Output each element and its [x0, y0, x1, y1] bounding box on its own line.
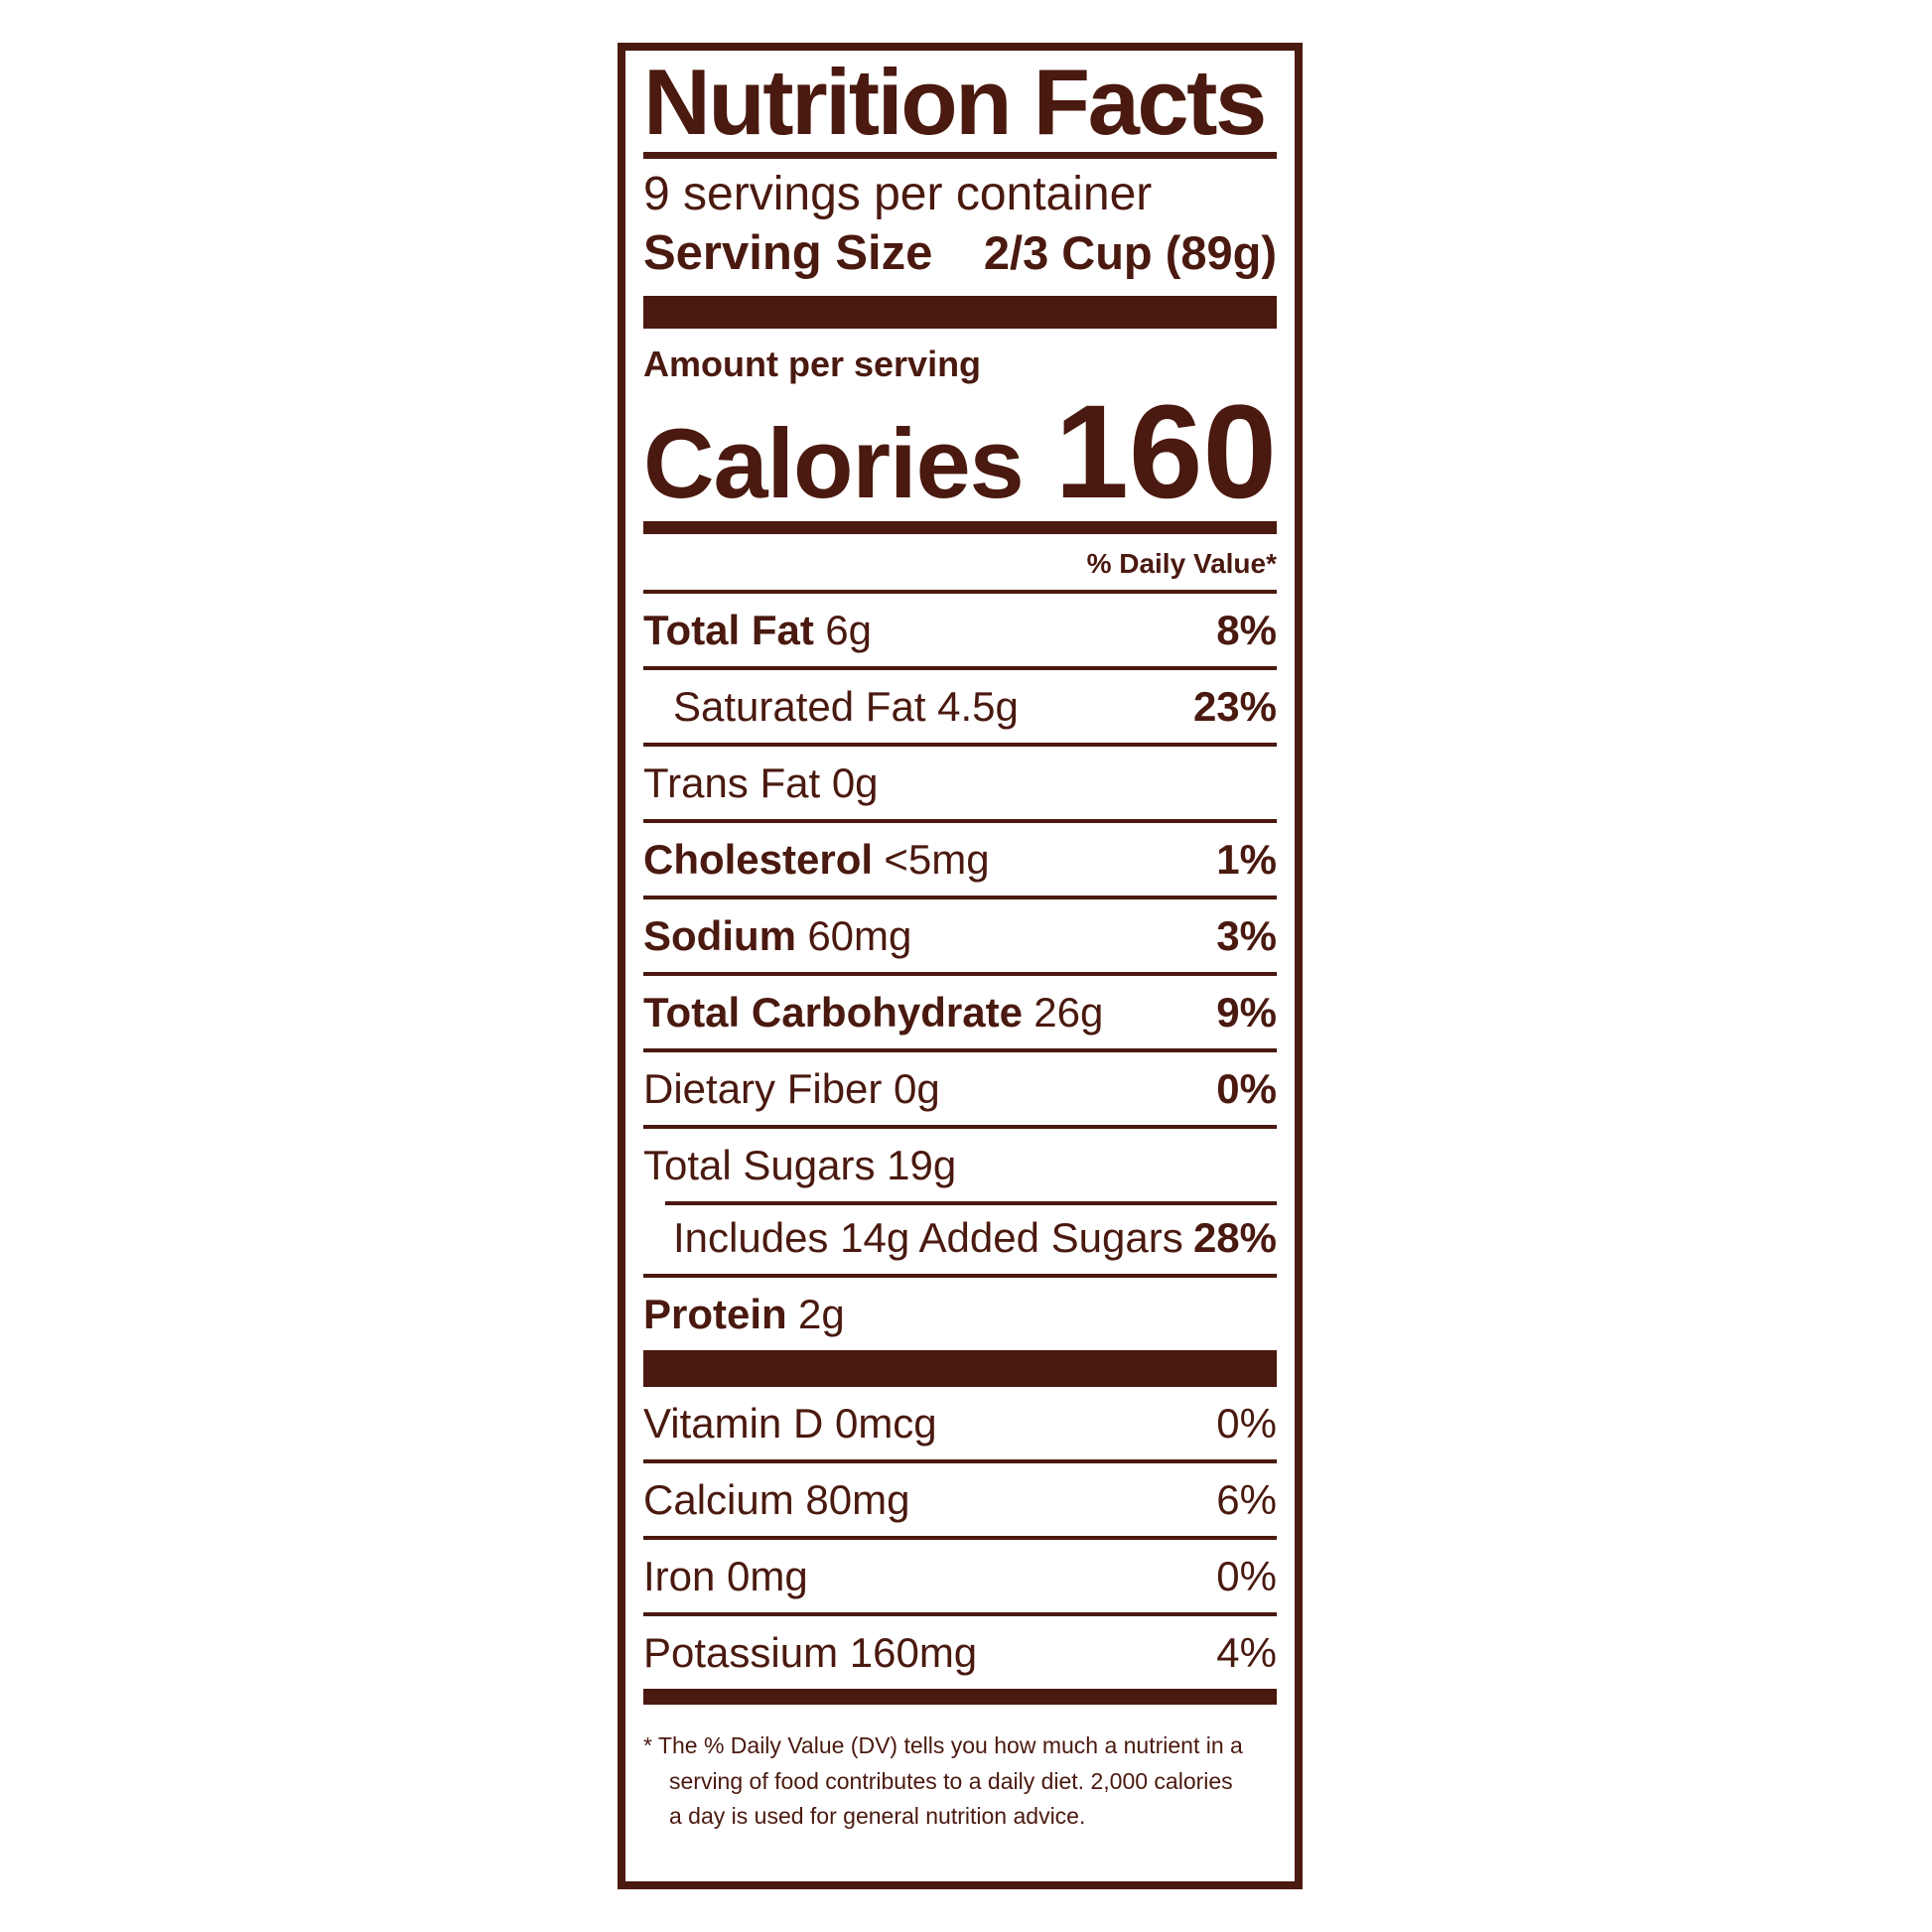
footnote-line: a day is used for general nutrition advi…: [669, 1803, 1086, 1830]
calcium-dv: 6%: [1216, 1476, 1277, 1524]
sodium-dv: 3%: [1216, 912, 1277, 960]
vitamins-separator-bar: [643, 1350, 1277, 1388]
row-saturated-fat: Saturated Fat 4.5g 23%: [643, 666, 1277, 743]
row-added-sugars: Includes 14g Added Sugars 28%: [643, 1201, 1277, 1274]
row-protein: Protein 2g: [643, 1274, 1277, 1350]
footnote-separator-bar: [643, 1689, 1277, 1706]
cholesterol-label: Cholesterol <5mg: [643, 836, 990, 884]
row-total-fat: Total Fat 6g 8%: [643, 590, 1277, 666]
saturated-fat-dv: 23%: [1192, 683, 1277, 731]
dietary-fiber-dv: 0%: [1216, 1065, 1277, 1113]
total-sugars-label: Total Sugars 19g: [643, 1142, 957, 1189]
added-sugars-label: Includes 14g Added Sugars: [673, 1214, 1183, 1262]
thick-separator-bar: [643, 296, 1277, 330]
saturated-fat-label: Saturated Fat 4.5g: [673, 683, 1019, 731]
servings-per-container: 9 servings per container: [643, 167, 1153, 220]
nutrition-facts-label: Nutrition Facts 9 servings per container…: [618, 43, 1303, 1889]
serving-size-row: Serving Size 2/3 Cup (89g): [643, 225, 1277, 281]
row-iron: Iron 0mg 0%: [643, 1536, 1277, 1612]
total-fat-dv: 8%: [1216, 607, 1277, 654]
serving-size-label: Serving Size: [643, 226, 933, 281]
iron-dv: 0%: [1216, 1553, 1277, 1600]
potassium-label: Potassium 160mg: [643, 1629, 978, 1677]
daily-value-header: % Daily Value*: [1086, 548, 1277, 580]
title-divider: [643, 151, 1277, 159]
footnote-line: * The % Daily Value (DV) tells you how m…: [643, 1732, 1243, 1759]
total-carbohydrate-label: Total Carbohydrate 26g: [643, 989, 1104, 1036]
calcium-label: Calcium 80mg: [643, 1476, 910, 1524]
total-fat-label: Total Fat 6g: [643, 607, 872, 654]
row-total-sugars: Total Sugars 19g: [643, 1125, 1277, 1201]
potassium-dv: 4%: [1216, 1629, 1277, 1677]
row-cholesterol: Cholesterol <5mg 1%: [643, 819, 1277, 896]
row-dietary-fiber: Dietary Fiber 0g 0%: [643, 1048, 1277, 1125]
protein-label: Protein 2g: [643, 1291, 845, 1338]
row-potassium: Potassium 160mg 4%: [643, 1612, 1277, 1689]
row-total-carbohydrate: Total Carbohydrate 26g 9%: [643, 972, 1277, 1048]
trans-fat-label: Trans Fat 0g: [643, 759, 879, 807]
total-carbohydrate-dv: 9%: [1216, 989, 1277, 1036]
amount-per-serving: Amount per serving: [643, 344, 982, 385]
label-title: Nutrition Facts: [643, 50, 1267, 154]
footnote-line: serving of food contributes to a daily d…: [669, 1767, 1233, 1794]
serving-size-value: 2/3 Cup (89g): [983, 226, 1277, 280]
calories-separator-bar: [643, 521, 1277, 535]
dietary-fiber-label: Dietary Fiber 0g: [643, 1065, 940, 1113]
iron-label: Iron 0mg: [643, 1553, 808, 1600]
vitamin-d-dv: 0%: [1216, 1400, 1277, 1448]
added-sugars-dv: 28%: [1192, 1214, 1277, 1262]
row-calcium: Calcium 80mg 6%: [643, 1459, 1277, 1536]
vitamin-d-label: Vitamin D 0mcg: [643, 1400, 937, 1448]
calories-label: Calories: [643, 407, 1025, 518]
cholesterol-dv: 1%: [1216, 836, 1277, 884]
calories-row: Calories 160: [643, 377, 1277, 526]
row-vitamin-d: Vitamin D 0mcg 0%: [643, 1387, 1277, 1459]
sodium-label: Sodium 60mg: [643, 912, 912, 960]
calories-value: 160: [1054, 377, 1277, 526]
daily-value-footnote: * The % Daily Value (DV) tells you how m…: [643, 1728, 1277, 1835]
row-trans-fat: Trans Fat 0g: [643, 743, 1277, 819]
row-sodium: Sodium 60mg 3%: [643, 896, 1277, 972]
